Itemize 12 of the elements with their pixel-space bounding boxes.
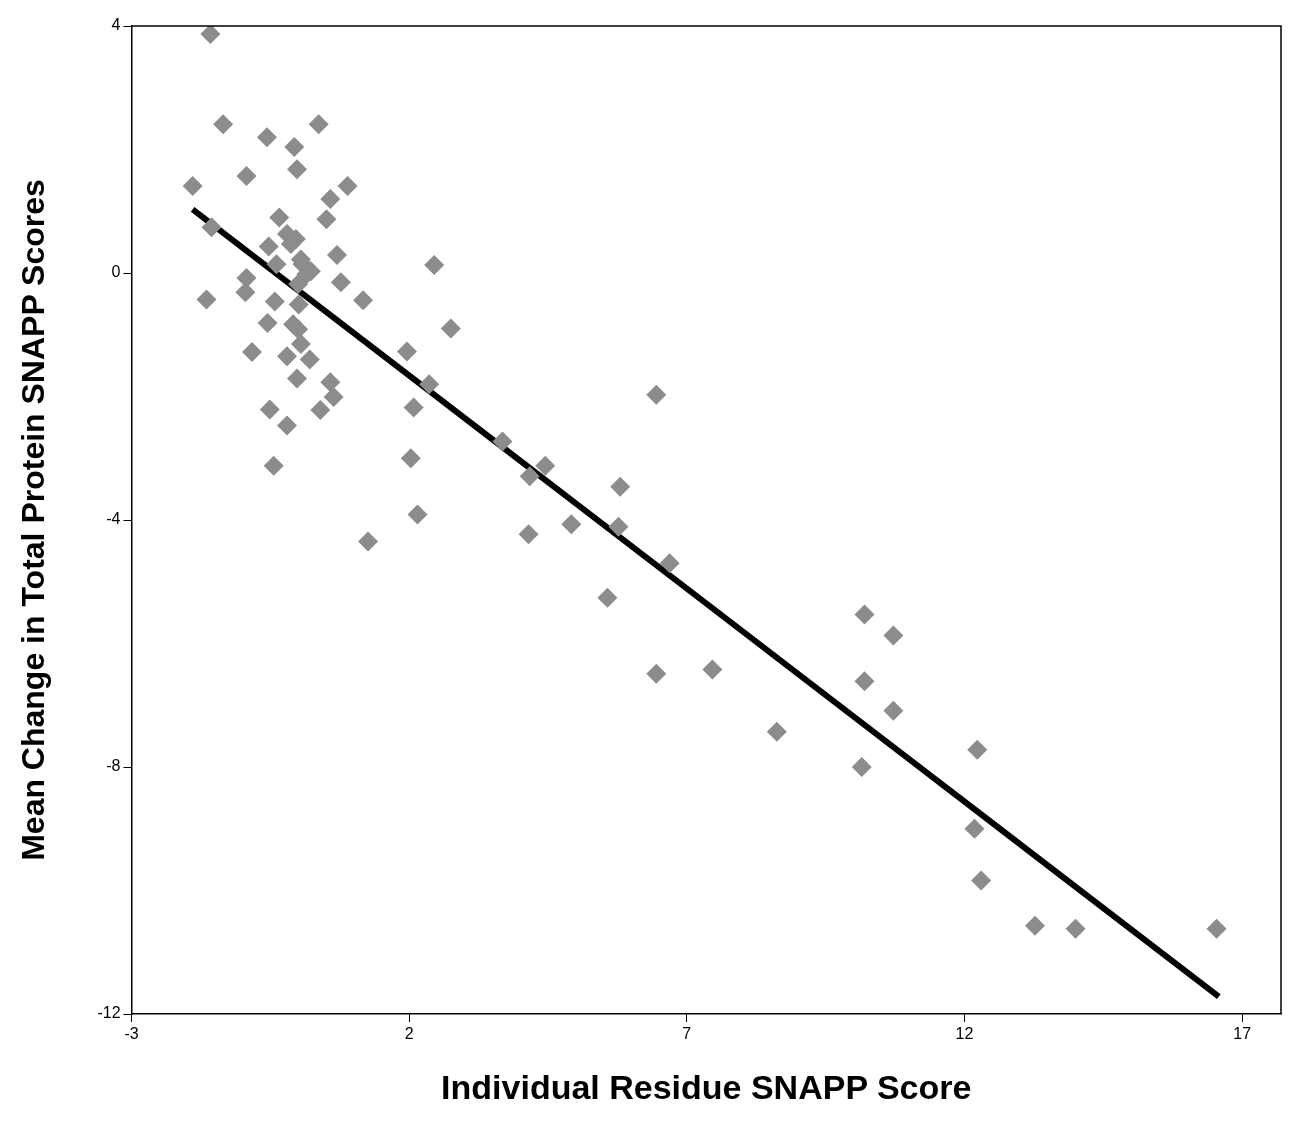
x-tick-label: 17 (1233, 1025, 1252, 1043)
y-tick-label: -8 (106, 757, 121, 775)
x-tick-label: 12 (955, 1025, 974, 1043)
y-axis-title: Mean Change in Total Protein SNAPP Scores (15, 179, 52, 861)
x-tick-label: -3 (124, 1025, 139, 1043)
x-tick-label: 7 (682, 1025, 692, 1043)
y-tick-label: -4 (106, 510, 121, 528)
y-tick-label: 0 (111, 263, 121, 281)
y-tick-label: 4 (111, 16, 121, 34)
x-tick-label: 2 (404, 1025, 414, 1043)
x-axis-title: Individual Residue SNAPP Score (441, 1067, 972, 1106)
y-tick-label: -12 (97, 1004, 121, 1022)
